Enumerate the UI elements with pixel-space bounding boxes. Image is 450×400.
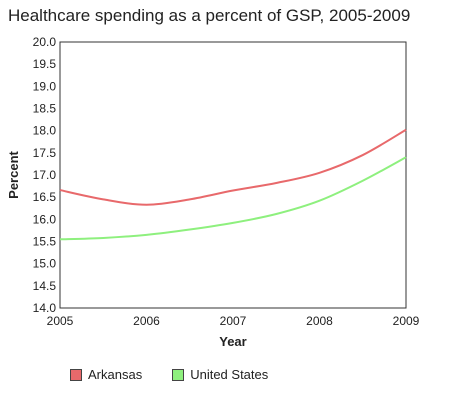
legend-label: United States [190, 367, 269, 382]
y-tick-label: 14.0 [33, 301, 57, 315]
chart-title: Healthcare spending as a percent of GSP,… [8, 6, 411, 25]
legend-label: Arkansas [88, 367, 143, 382]
y-tick-label: 18.0 [33, 124, 57, 138]
x-tick-label: 2006 [133, 314, 160, 328]
legend-swatch [172, 368, 185, 381]
legend-item-0: Arkansas [70, 367, 142, 382]
y-tick-label: 16.5 [33, 190, 57, 204]
y-tick-label: 19.0 [33, 79, 57, 93]
y-tick-label: 17.0 [33, 168, 57, 182]
y-tick-label: 16.0 [33, 212, 57, 226]
x-tick-label: 2008 [306, 314, 333, 328]
y-tick-label: 15.5 [33, 235, 57, 249]
legend-swatch [70, 368, 82, 381]
series-line-1 [59, 156, 407, 241]
x-axis-title: Year [219, 334, 246, 349]
y-tick-label: 14.5 [33, 279, 57, 293]
x-tick-label: 2005 [47, 314, 74, 328]
legend-item-1: United States [172, 367, 268, 382]
y-tick-label: 17.5 [33, 146, 57, 160]
plot-area [59, 41, 407, 309]
y-tick-label: 18.5 [33, 102, 57, 116]
series-line-0 [59, 128, 407, 206]
y-tick-label: 15.0 [33, 257, 57, 271]
y-tick-label: 19.5 [33, 57, 57, 71]
x-tick-label: 2009 [393, 314, 420, 328]
y-axis-title: Percent [6, 150, 21, 198]
legend: Arkansas United States [70, 367, 268, 382]
y-tick-label: 20.0 [33, 35, 57, 49]
x-tick-label: 2007 [220, 314, 247, 328]
